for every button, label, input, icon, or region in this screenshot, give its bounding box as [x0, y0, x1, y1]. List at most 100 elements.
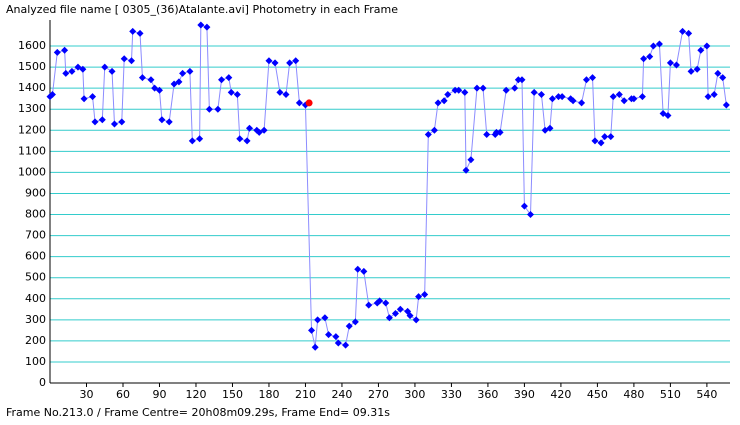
data-point: [434, 99, 442, 107]
data-point: [421, 291, 429, 299]
data-point: [451, 86, 459, 94]
data-point: [597, 139, 605, 147]
data-point: [496, 128, 504, 136]
data-point: [225, 74, 233, 82]
data-point: [118, 118, 126, 126]
x-tick-label: 30: [79, 388, 93, 401]
x-tick-label: 90: [152, 388, 166, 401]
data-point: [186, 67, 194, 75]
y-tick-label: 200: [25, 334, 46, 347]
y-tick-label: 900: [25, 186, 46, 199]
data-point: [236, 135, 244, 143]
y-tick-label: 1500: [18, 60, 46, 73]
data-point: [385, 314, 393, 322]
data-point: [292, 57, 300, 65]
data-point: [314, 316, 322, 324]
data-point: [147, 76, 155, 84]
data-point: [406, 312, 414, 320]
data-point: [638, 93, 646, 101]
y-tick-label: 300: [25, 313, 46, 326]
x-tick-label: 270: [368, 388, 389, 401]
data-point: [227, 88, 235, 96]
data-point: [79, 65, 87, 73]
data-point: [80, 95, 88, 103]
data-point: [687, 67, 695, 75]
data-point: [546, 124, 554, 132]
x-tick-label: 120: [185, 388, 206, 401]
data-point: [138, 74, 146, 82]
y-tick-label: 800: [25, 208, 46, 221]
data-point: [646, 53, 654, 61]
data-point: [391, 310, 399, 318]
data-point: [334, 339, 342, 347]
data-point: [461, 88, 469, 96]
data-point: [101, 63, 109, 71]
data-point: [128, 57, 136, 65]
data-point: [714, 69, 722, 77]
data-point: [558, 93, 566, 101]
data-point: [672, 61, 680, 69]
data-point: [479, 84, 487, 92]
y-tick-label: 1000: [18, 165, 46, 178]
x-tick-label: 510: [660, 388, 681, 401]
y-tick-label: 700: [25, 229, 46, 242]
y-tick-label: 1100: [18, 144, 46, 157]
data-point: [514, 76, 522, 84]
data-point: [719, 74, 727, 82]
data-point: [354, 265, 362, 273]
data-point: [444, 90, 452, 98]
data-point: [332, 333, 340, 341]
data-point: [165, 118, 173, 126]
data-point: [664, 112, 672, 120]
data-point: [424, 131, 432, 139]
data-point: [120, 55, 128, 63]
data-point: [589, 74, 597, 82]
x-tick-label: 180: [258, 388, 279, 401]
data-point: [679, 27, 687, 35]
data-point: [188, 137, 196, 145]
data-point: [342, 341, 350, 349]
data-point: [365, 301, 373, 309]
x-tick-label: 150: [222, 388, 243, 401]
data-point: [218, 76, 226, 84]
data-point: [158, 116, 166, 124]
data-point: [518, 76, 526, 84]
x-tick-label: 240: [331, 388, 352, 401]
data-point: [649, 42, 657, 50]
data-point: [321, 314, 329, 322]
data-point: [53, 48, 61, 56]
data-point: [376, 297, 384, 305]
data-point: [430, 126, 438, 134]
x-tick-label: 420: [550, 388, 571, 401]
data-point: [91, 118, 99, 126]
data-point: [502, 86, 510, 94]
x-tick-label: 450: [587, 388, 608, 401]
data-point: [110, 120, 118, 128]
current-frame-point: [305, 99, 313, 107]
data-point: [203, 23, 211, 31]
x-tick-label: 540: [696, 388, 717, 401]
data-point: [396, 305, 404, 313]
data-point: [175, 78, 183, 86]
data-point: [527, 211, 535, 219]
data-point: [666, 59, 674, 67]
data-point: [245, 124, 253, 132]
data-point: [615, 90, 623, 98]
data-point: [455, 86, 463, 94]
data-point: [196, 135, 204, 143]
data-point: [640, 55, 648, 63]
y-tick-label: 0: [39, 376, 46, 389]
data-point: [286, 59, 294, 67]
chart-title: Analyzed file name [ 0305_(36)Atalante.a…: [6, 3, 398, 16]
data-point: [68, 67, 76, 75]
data-point: [537, 90, 545, 98]
data-point: [308, 326, 316, 334]
data-point: [360, 267, 368, 275]
y-tick-label: 1300: [18, 102, 46, 115]
data-point: [61, 46, 69, 54]
data-point: [129, 27, 137, 35]
data-point: [98, 116, 106, 124]
data-point: [685, 29, 693, 37]
